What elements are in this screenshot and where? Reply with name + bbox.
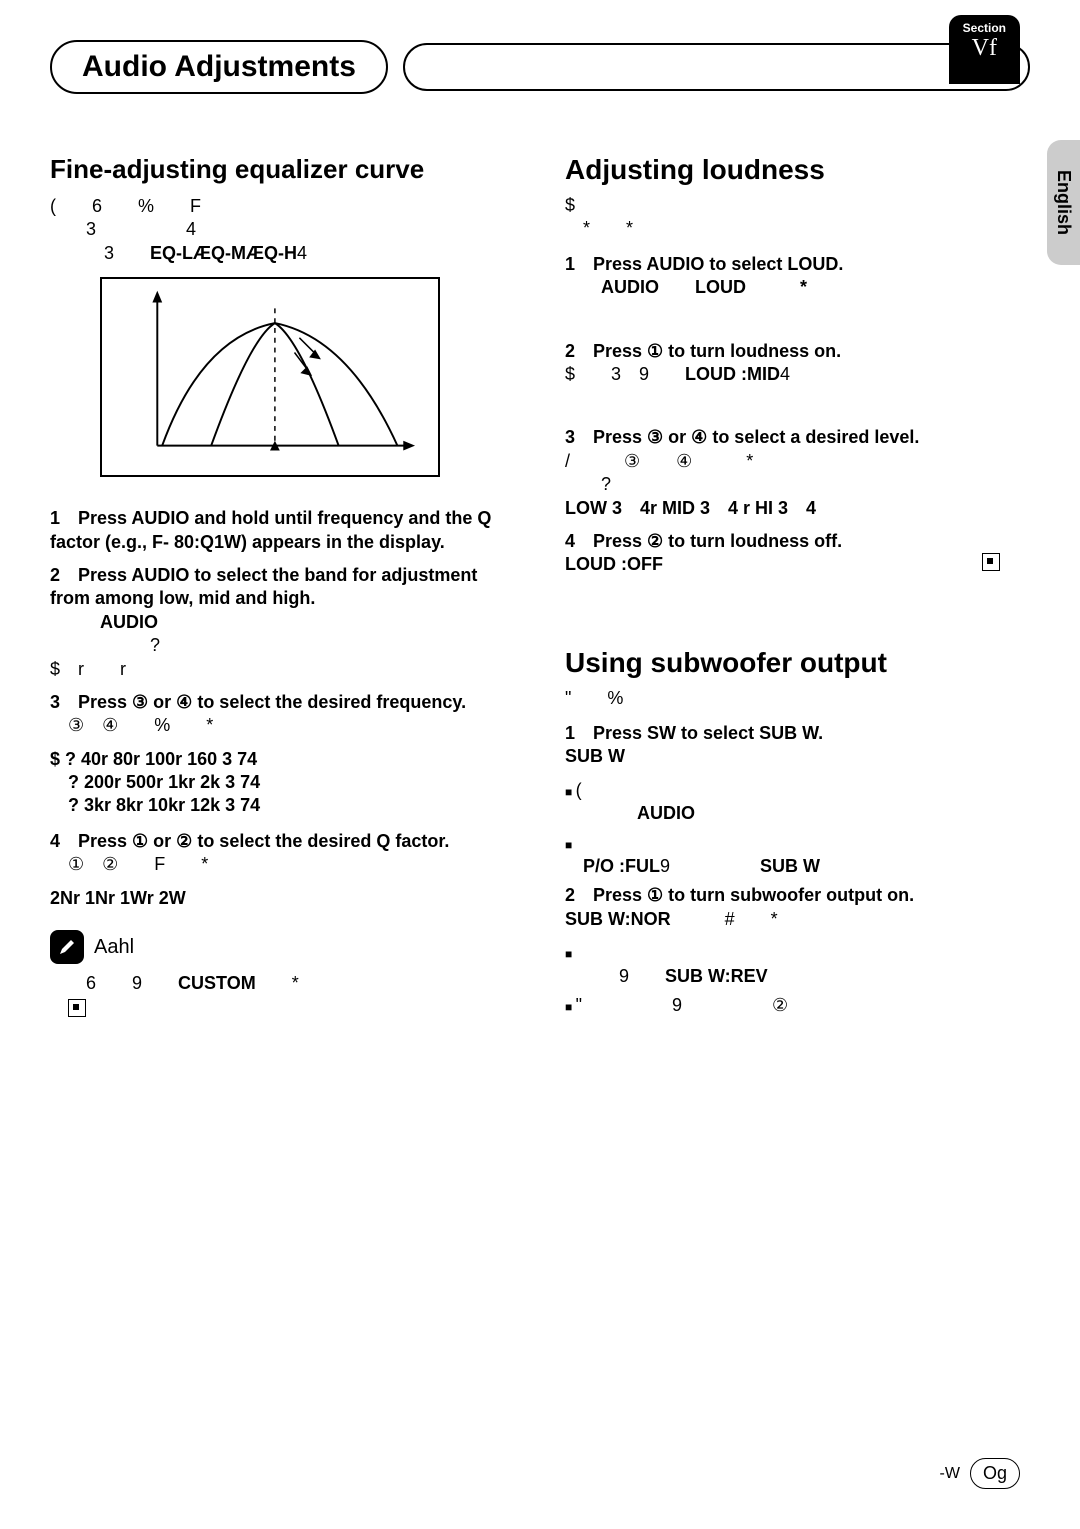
step2-text: Press AUDIO to select the band for adjus… — [50, 565, 477, 608]
page-footer: -W Og — [940, 1458, 1020, 1489]
b2-bul1-bold: SUB W:REV — [665, 966, 768, 986]
a2-sub-bold: LOUD :MID — [685, 364, 780, 384]
b1-bold: SUB W — [565, 746, 625, 766]
heading-loudness: Adjusting loudness — [565, 154, 1030, 186]
a1-sub: AUDIO LOUD * — [565, 277, 807, 297]
note-label: Aahl — [94, 936, 134, 959]
step4-text: Press ① or ② to select the desired Q fac… — [78, 831, 449, 851]
eq-intro: ( 6 % F 3 4 3 EQ-LÆQ-MÆQ-H4 — [50, 195, 515, 265]
b2-text: Press ① to turn subwoofer output on. — [593, 885, 914, 905]
intro-line3-bold: EQ-LÆQ-MÆQ-H — [150, 243, 297, 263]
b2-post: # * — [671, 909, 778, 929]
step2-sub3: $ r r — [50, 659, 126, 679]
a2-sub-post: 4 — [780, 364, 790, 384]
step3-sub: ③ ④ % * — [50, 715, 213, 735]
step-4: 4Press ① or ② to select the desired Q fa… — [50, 830, 515, 877]
step4-sub: ① ② F * — [50, 854, 208, 874]
freq-mid: ? 200r 500r 1kr 2k 3 74 — [50, 772, 260, 792]
left-column: Fine-adjusting equalizer curve ( 6 % F 3… — [50, 154, 515, 1031]
b1-bul1-text: ( — [576, 780, 582, 800]
content-columns: Fine-adjusting equalizer curve ( 6 % F 3… — [50, 154, 1030, 1031]
sub-step-1: 1Press SW to select SUB W. SUB W — [565, 722, 1030, 769]
step-3: 3Press ③ or ④ to select the desired freq… — [50, 691, 515, 738]
pencil-icon — [50, 930, 84, 964]
section-badge: Section Vf — [949, 15, 1020, 84]
stop-icon-2 — [982, 553, 1000, 571]
chart-svg — [102, 279, 438, 475]
a3-text: Press ③ or ④ to select a desired level. — [593, 427, 919, 447]
b2-bullet-2: " 9 ② — [565, 994, 1030, 1017]
step1-text: Press AUDIO and hold until frequency and… — [50, 508, 491, 551]
page-title-pill: Audio Adjustments — [50, 40, 388, 94]
a4-bold: LOUD :OFF — [565, 554, 663, 574]
intro-line3-post: 4 — [297, 243, 307, 263]
step2-sub2: ? — [150, 635, 160, 655]
note-body-post: * — [256, 973, 299, 993]
b2-bold: SUB W:NOR — [565, 909, 671, 929]
note-body-bold: CUSTOM — [178, 973, 256, 993]
language-tab: English — [1047, 140, 1080, 265]
note-body-pre: 6 9 — [50, 973, 178, 993]
heading-subwoofer: Using subwoofer output — [565, 647, 1030, 679]
a1-text: Press AUDIO to select LOUD. — [593, 254, 843, 274]
sub-intro: " % — [565, 687, 1030, 710]
a3-levels: LOW 3 4r MID 3 4 r HI 3 4 — [565, 498, 816, 518]
step2-sub1: AUDIO — [100, 612, 158, 632]
q-values: 2Nr 1Nr 1Wr 2W — [50, 887, 515, 910]
header-empty-pill: Section Vf — [403, 43, 1030, 91]
a3-sub2: ? — [565, 474, 611, 494]
footer-dash: -W — [940, 1465, 960, 1483]
intro-line2: 3 4 — [50, 219, 196, 239]
freq-hi: ? 3kr 8kr 10kr 12k 3 74 — [50, 795, 260, 815]
section-number: Vf — [963, 35, 1006, 62]
step-2: 2Press AUDIO to select the band for adju… — [50, 564, 515, 681]
loud-step-2: 2Press ① to turn loudness on. $ 3 9 LOUD… — [565, 340, 1030, 387]
intro-line1: ( 6 % F — [50, 196, 201, 216]
header-row: Audio Adjustments Section Vf — [50, 40, 1030, 94]
loudness-intro: $ * * — [565, 194, 1030, 241]
loud-intro-1: $ — [565, 195, 575, 215]
loud-step-3: 3Press ③ or ④ to select a desired level.… — [565, 426, 1030, 520]
b1-bul1-line2: AUDIO — [583, 803, 695, 823]
loud-step-4: 4Press ② to turn loudness off. LOUD :OFF — [565, 530, 1030, 577]
note-header: Aahl — [50, 930, 515, 964]
step3-text: Press ③ or ④ to select the desired frequ… — [78, 692, 466, 712]
freq-list: $ ? 40r 80r 100r 160 3 74 ? 200r 500r 1k… — [50, 748, 515, 818]
a3-sub1: / ③ ④ * — [565, 451, 753, 471]
intro-line3-pre: 3 — [50, 243, 150, 263]
heading-eq: Fine-adjusting equalizer curve — [50, 154, 515, 185]
a4-text: Press ② to turn loudness off. — [593, 531, 842, 551]
b1-text: Press SW to select SUB W. — [593, 723, 823, 743]
section-label: Section — [963, 21, 1006, 35]
a2-text: Press ① to turn loudness on. — [593, 341, 841, 361]
eq-curve-chart — [100, 277, 440, 477]
page-number: Og — [970, 1458, 1020, 1489]
right-column: Adjusting loudness $ * * 1Press AUDIO to… — [565, 154, 1030, 1031]
b1-bul2-bold2: SUB W — [760, 856, 820, 876]
b2-bul1-pre: 9 — [583, 966, 665, 986]
loud-intro-2: * * — [565, 218, 633, 238]
freq-low: $ ? 40r 80r 100r 160 3 74 — [50, 749, 257, 769]
note-body: 6 9 CUSTOM * — [50, 972, 515, 1019]
sub-step-2: 2Press ① to turn subwoofer output on. SU… — [565, 884, 1030, 931]
b1-bul2-mid: 9 — [660, 856, 760, 876]
b1-bullet-1: ( AUDIO — [565, 779, 1030, 826]
b2-bullet-1: 9 SUB W:REV — [565, 941, 1030, 988]
stop-icon — [68, 999, 86, 1017]
loud-step-1: 1Press AUDIO to select LOUD. AUDIO LOUD … — [565, 253, 1030, 300]
step-1: 1Press AUDIO and hold until frequency an… — [50, 507, 515, 554]
b1-bullet-2: P/O :FUL9 SUB W — [565, 832, 1030, 879]
a2-sub-pre: $ 3 9 — [565, 364, 685, 384]
b1-bul2-bold1: P/O :FUL — [583, 856, 660, 876]
